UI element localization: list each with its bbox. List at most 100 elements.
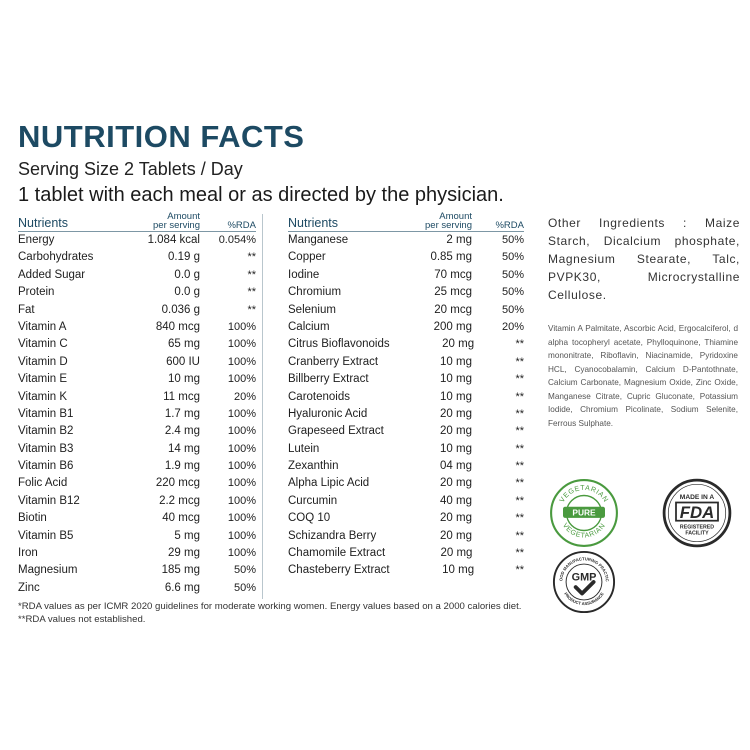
nutrient-name: COQ 10 [288,512,331,525]
amount-value: 1.7 mg [164,407,200,420]
rda-value: 50% [501,286,524,299]
amount-value: 10 mg [440,355,472,368]
table-row: Chamomile Extract 20 mg ** [288,545,524,562]
nutrient-name: Vitamin B1 [18,407,74,420]
amount-value: 0.036 g [161,303,200,316]
table-row: Copper 0.85 mg 50% [288,249,524,266]
table-row: Vitamin B5 5 mg 100% [18,528,256,545]
svg-text:VEGETARIAN: VEGETARIAN [559,485,609,504]
nutrient-name: Carbohydrates [18,251,94,264]
amount-value: 20 mcg [434,303,472,316]
table-row: Vitamin B3 14 mg 100% [18,441,256,458]
fda-top-text: MADE IN A [680,494,715,501]
amount-value: 2 mg [446,234,472,246]
nutrition-table-left: Nutrients Amount per serving %RDA Energy… [18,212,256,597]
amount-value: 1.9 mg [164,460,200,473]
table-row: Chasteberry Extract 10 mg ** [288,562,524,579]
directions: 1 tablet with each meal or as directed b… [18,184,504,206]
table-row: Carotenoids 10 mg ** [288,389,524,406]
serving-size: Serving Size 2 Tablets / Day [18,159,243,179]
nutrient-name: Vitamin C [18,338,68,351]
amount-value: 840 mcg [155,320,200,333]
nutrient-name: Chasteberry Extract [288,564,390,577]
nutrient-name: Protein [18,286,55,299]
fda-bottom-text-2: FACILITY [685,531,709,537]
table-row: Vitamin C 65 mg 100% [18,336,256,353]
amount-value: 10 mg [440,390,472,403]
table-row: COQ 10 20 mg ** [288,510,524,527]
rda-value: 100% [227,425,256,438]
amount-value: 2.2 mcg [159,494,200,507]
nutrient-name: Energy [18,234,55,246]
nutrient-name: Billberry Extract [288,373,369,386]
rda-value: 100% [227,442,256,455]
nutrient-name: Vitamin B2 [18,425,74,438]
table-row: Chromium 25 mcg 50% [288,284,524,301]
table-row: Vitamin D 600 IU 100% [18,354,256,371]
header-rda: %RDA [495,220,524,231]
header-nutrients: Nutrients [18,216,69,230]
rda-value: 20% [501,320,524,333]
amount-value: 2.4 mg [164,425,200,438]
nutrient-name: Grapeseed Extract [288,425,384,438]
nutrient-name: Vitamin B12 [18,494,80,507]
table-row: Alpha Lipic Acid 20 mg ** [288,475,524,492]
table-row: Vitamin B6 1.9 mg 100% [18,458,256,475]
rda-value: 100% [227,320,256,333]
table-row: Iodine 70 mcg 50% [288,267,524,284]
amount-value: 20 mg [440,407,472,420]
nutrient-name: Added Sugar [18,268,86,281]
nutrient-name: Hyaluronic Acid [288,407,368,420]
table-row: Citrus Bioflavonoids 20 mg ** [288,336,524,353]
amount-value: 1.084 kcal [147,234,200,246]
fda-bottom-text-1: REGISTERED [680,524,714,530]
amount-value: 0.0 g [174,268,200,281]
rda-value: ** [515,442,524,455]
table-row: Vitamin A 840 mcg 100% [18,319,256,336]
amount-value: 5 mg [174,529,200,542]
fda-logo-text: FDA [680,503,715,522]
header-rda: %RDA [227,220,256,231]
footnote-not-established: **RDA values not established. [18,614,146,625]
table-row: Energy 1.084 kcal 0.054% [18,232,256,249]
nutrient-name: Vitamin E [18,373,68,386]
rda-value: ** [515,338,524,351]
other-ingredients: Other Ingredients : Maize Starch, Dicalc… [548,216,740,302]
nutrition-table-right: Nutrients Amount per serving %RDA Mangan… [288,212,524,580]
vegetarian-badge-icon: VEGETARIAN VEGETARIAN PURE [550,479,618,547]
rda-value: ** [515,547,524,560]
rda-value: 50% [233,564,256,577]
table-row: Calcium 200 mg 20% [288,319,524,336]
amount-value: 20 mg [440,547,473,560]
nutrient-name: Zinc [18,581,40,594]
table-row: Vitamin E 10 mg 100% [18,371,256,388]
header-amount-line1: Amount [167,211,200,222]
table-row: Cranberry Extract 10 mg ** [288,354,524,371]
nutrient-name: Magnesium [18,564,78,577]
nutrient-name: Zexanthin [288,460,339,473]
amount-value: 70 mcg [434,268,472,281]
nutrient-name: Folic Acid [18,477,68,490]
header-amount: Amount per serving [104,212,200,231]
vegetarian-center-text: PURE [572,507,596,517]
amount-value: 10 mg [440,373,472,386]
rda-value: ** [515,390,524,403]
rda-value: ** [515,477,524,490]
table-row: Selenium 20 mcg 50% [288,302,524,319]
rda-value: 100% [227,512,256,525]
amount-value: 14 mg [168,442,200,455]
amount-value: 65 mg [168,338,200,351]
table-header: Nutrients Amount per serving %RDA [18,212,256,232]
table-header: Nutrients Amount per serving %RDA [288,212,524,232]
header-amount-line2: per serving [425,220,472,231]
rda-value: ** [515,512,524,525]
rda-value: 50% [501,251,524,264]
amount-value: 6.6 mg [164,581,200,594]
rda-value: 0.054% [218,234,256,246]
rda-value: ** [515,460,524,473]
rda-value: ** [515,355,524,368]
rda-value: ** [515,529,524,542]
nutrient-name: Vitamin K [18,390,68,403]
nutrient-name: Biotin [18,512,47,525]
nutrient-name: Iodine [288,268,320,281]
